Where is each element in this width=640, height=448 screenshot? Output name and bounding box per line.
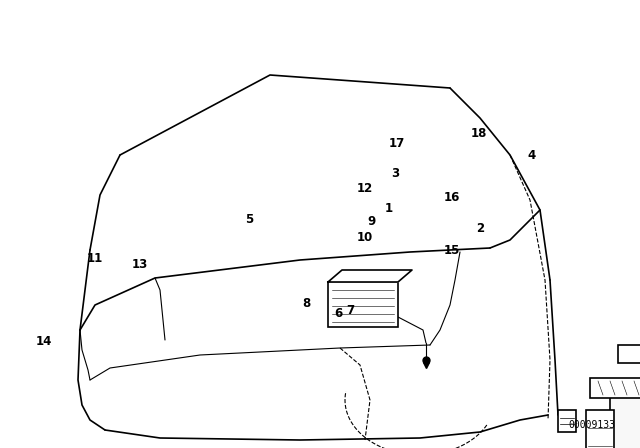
Text: 2: 2 [476, 222, 484, 235]
Text: 16: 16 [444, 190, 460, 204]
Bar [590, 378, 640, 398]
Bar [558, 410, 576, 432]
Text: 1: 1 [385, 202, 393, 215]
Text: 5: 5 [246, 213, 253, 226]
Polygon shape [328, 270, 412, 282]
Text: 4: 4 [527, 149, 535, 163]
Text: 8: 8 [302, 297, 310, 310]
Bar [328, 282, 398, 327]
Text: 11: 11 [86, 252, 103, 266]
Text: 12: 12 [356, 181, 373, 195]
Text: 10: 10 [356, 231, 373, 244]
Bar [586, 410, 614, 448]
Text: 17: 17 [388, 137, 405, 150]
Bar [618, 345, 640, 363]
Text: 00009133: 00009133 [568, 420, 615, 430]
Text: 7: 7 [347, 303, 355, 317]
Text: 3: 3 [392, 167, 399, 181]
Text: 13: 13 [131, 258, 148, 271]
Text: 14: 14 [35, 335, 52, 348]
Text: 6: 6 [334, 307, 342, 320]
Text: 9: 9 [367, 215, 375, 228]
Text: 18: 18 [470, 127, 487, 140]
Bar [610, 388, 640, 448]
Text: 15: 15 [444, 244, 460, 258]
